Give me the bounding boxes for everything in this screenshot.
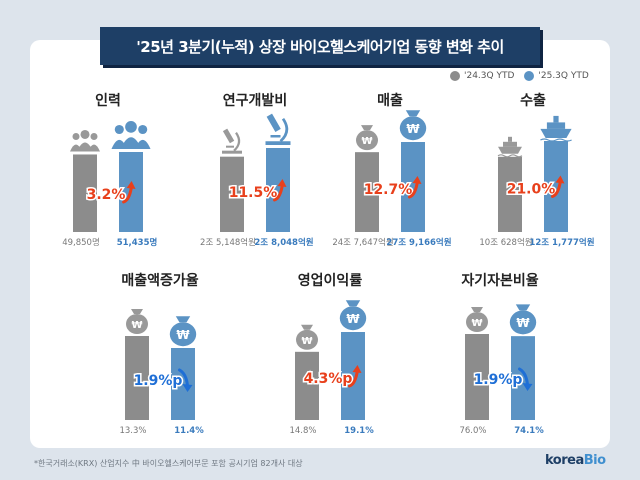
svg-text:₩: ₩	[131, 320, 142, 331]
legend-label-2025: '25.3Q YTD	[538, 71, 589, 81]
change-label: 11.5%	[229, 185, 278, 201]
value-label-2024: 10조 628억원	[479, 237, 532, 248]
change-label: 1.9%p	[474, 372, 523, 388]
legend-label-2024: '24.3Q YTD	[464, 71, 515, 81]
value-label-2025: 19.1%	[344, 426, 374, 436]
value-label-2024: 24조 7,647억원	[332, 237, 393, 248]
people-icon	[70, 129, 100, 152]
value-label-2025: 74.1%	[514, 426, 544, 436]
money-bag-icon: ₩	[356, 125, 378, 151]
trend-up-arrow-icon	[273, 179, 287, 202]
value-label-2025: 12조 1,777억원	[529, 237, 594, 248]
svg-text:₩: ₩	[361, 136, 372, 147]
logo-accent: Bio	[583, 453, 606, 468]
bar-2024	[295, 351, 319, 420]
microscope-icon	[265, 113, 291, 145]
money-bag-icon: ₩	[466, 307, 488, 332]
logo-main: korea	[545, 453, 584, 468]
chart-title: 수출	[520, 92, 546, 109]
trend-down-arrow-icon	[518, 367, 533, 391]
chart-title: 연구개발비	[223, 92, 287, 109]
legend-item-2024: '24.3Q YTD	[450, 71, 514, 81]
bar-2025	[401, 142, 425, 232]
ship-icon	[540, 115, 572, 142]
people-icon	[111, 121, 151, 149]
svg-text:₩: ₩	[301, 336, 312, 347]
value-label-2025: 27조 9,166억원	[386, 237, 451, 248]
bar-2024	[498, 156, 522, 232]
money-bag-icon: ₩	[169, 316, 197, 347]
panel-7: 자기자본비율 ₩76.0% ₩74.1% 1.9%p	[459, 272, 544, 436]
svg-text:₩: ₩	[406, 122, 420, 136]
bar-2024	[73, 154, 97, 232]
legend-swatch-2025	[524, 71, 535, 81]
trend-up-arrow-icon	[348, 365, 362, 388]
korea-bio-logo: koreaBio	[545, 453, 606, 468]
trend-up-arrow-icon	[551, 175, 565, 198]
money-bag-icon: ₩	[399, 110, 427, 141]
bar-2025	[544, 141, 568, 232]
money-bag-icon: ₩	[509, 304, 537, 335]
svg-text:₩: ₩	[176, 328, 190, 342]
change-label: 21.0%	[507, 182, 556, 198]
change-label: 12.7%	[364, 182, 413, 198]
chart-title: 매출액증가율	[121, 272, 198, 289]
legend: '24.3Q YTD '25.3Q YTD	[450, 69, 589, 83]
trend-up-arrow-icon	[122, 181, 136, 204]
money-bag-icon: ₩	[126, 309, 148, 334]
bar-2024	[125, 336, 149, 420]
footnote: *한국거래소(KRX) 산업지수 中 바이오헬스케어부문 포함 공시기업 82개…	[34, 459, 303, 468]
bar-2024	[465, 334, 489, 420]
bar-2024	[355, 152, 379, 232]
value-label-2024: 49,850명	[62, 237, 100, 248]
chart-title: 매출	[377, 92, 403, 109]
change-label: 1.9%p	[134, 373, 183, 389]
panel-6: 영업이익률 ₩14.8% ₩19.1% 4.3%p	[289, 272, 374, 436]
panel-1: 인력 49,850명 51,435명 3.2%	[62, 92, 157, 248]
legend-swatch-2024	[450, 71, 460, 81]
value-label-2025: 11.4%	[174, 426, 204, 436]
ship-icon	[497, 136, 523, 158]
trend-up-arrow-icon	[408, 176, 422, 199]
panel-5: 매출액증가율 ₩13.3% ₩11.4% 1.9%p	[119, 272, 204, 436]
money-bag-icon: ₩	[339, 300, 367, 331]
bar-2025	[266, 148, 290, 232]
value-label-2025: 51,435명	[117, 237, 158, 248]
bar-2025	[171, 348, 195, 420]
value-label-2025: 2조 8,048억원	[254, 237, 313, 248]
chart-title: 자기자본비율	[461, 272, 538, 289]
svg-text:₩: ₩	[346, 312, 360, 326]
svg-text:₩: ₩	[516, 316, 530, 330]
bar-2024	[220, 156, 244, 232]
bar-2025	[341, 332, 365, 420]
microscope-icon	[222, 128, 242, 154]
value-label-2024: 14.8%	[289, 426, 316, 436]
trend-down-arrow-icon	[178, 368, 193, 392]
change-label: 3.2%	[87, 187, 126, 203]
chart-title: 영업이익률	[298, 272, 363, 289]
money-bag-icon: ₩	[296, 324, 318, 350]
value-label-2024: 2조 5,148억원	[200, 237, 256, 248]
svg-text:₩: ₩	[471, 318, 482, 329]
value-label-2024: 76.0%	[459, 426, 486, 436]
legend-item-2025: '25.3Q YTD	[524, 71, 589, 81]
chart-title: 인력	[95, 92, 121, 109]
change-label: 4.3%p	[304, 371, 353, 387]
page-title: '25년 3분기(누적) 상장 바이오헬스케어기업 동향 변화 추이	[100, 27, 540, 65]
value-label-2024: 13.3%	[119, 426, 146, 436]
bar-2025	[511, 336, 535, 420]
